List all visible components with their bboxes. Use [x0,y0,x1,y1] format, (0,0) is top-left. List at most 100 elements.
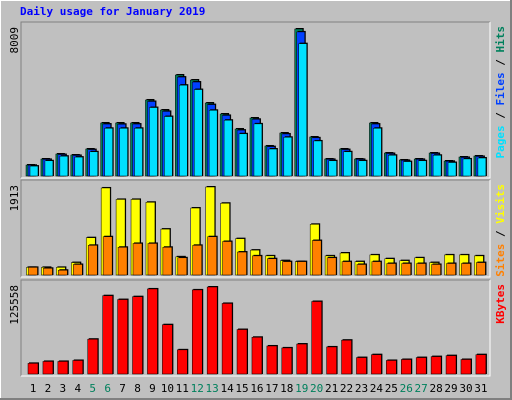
bar [475,354,487,375]
bar [447,162,457,177]
x-tick-label: 14 [220,382,234,395]
x-tick-label: 4 [74,382,81,395]
bar [193,89,203,177]
bar [223,119,233,177]
x-tick-label: 5 [89,382,96,395]
x-tick-label: 11 [176,382,189,395]
legend: Pages / Files / Hits [494,26,507,159]
bar [430,356,442,375]
bar [461,263,471,276]
bar [238,133,248,177]
bar [59,155,69,177]
bar [162,324,173,375]
x-tick-label: 22 [340,382,353,395]
bar [356,264,367,276]
legend-entry: Files [494,72,507,105]
bar [326,346,337,375]
x-tick-label: 18 [280,382,293,395]
bar [282,261,292,276]
bar [236,329,248,375]
x-tick-label: 10 [161,382,174,395]
x-tick-label: 1 [30,382,37,395]
bar [207,236,217,276]
legend: KBytes [494,284,507,324]
legend-separator: / [494,106,507,126]
bar [432,155,442,177]
bar [401,263,411,276]
x-tick-label: 9 [149,382,156,395]
bar [296,261,307,276]
bar [87,245,98,276]
bar [373,128,382,177]
x-tick-label: 27 [415,382,428,395]
bar [192,245,202,276]
bar [104,128,113,177]
bar [341,261,352,276]
bar [89,151,98,177]
legend: Sites / Visits [494,184,507,277]
bar [386,263,397,276]
bar [177,349,188,375]
panel-bevel-light [21,180,491,278]
bar [446,263,456,276]
bar [208,110,218,177]
bar [326,257,337,276]
x-tick-label: 25 [385,382,398,395]
panel-bevel-light [21,280,491,377]
bar [134,128,143,177]
bar [476,262,486,276]
y-tick-label: 8009 [8,27,21,54]
bar [328,160,337,177]
x-tick-label: 28 [429,382,442,395]
panel-bevel-light [21,22,491,179]
bar [386,360,397,375]
bar [147,288,158,375]
x-tick-label: 6 [104,382,111,395]
bar [266,345,278,375]
legend-entry: Visits [494,184,507,224]
bar [371,354,382,375]
bar [298,43,307,177]
bar [44,160,54,177]
bar [296,343,307,375]
bar [102,295,113,375]
bar [371,261,382,276]
bar [57,361,69,375]
y-tick-label: 125558 [8,285,21,325]
x-tick-label: 30 [459,382,472,395]
bar [149,107,158,177]
bar [416,263,426,276]
x-tick-label: 3 [60,382,67,395]
panel-bevel-dark [20,21,490,178]
bar [132,243,143,276]
legend-entry: Hits [494,26,507,53]
bar [281,347,293,375]
bar [28,267,38,276]
bar [417,160,427,177]
x-tick-label: 2 [45,382,52,395]
bar [358,160,367,177]
y-tick-label: 1913 [8,185,21,212]
bar [29,165,39,177]
x-tick-label: 17 [265,382,278,395]
bar [341,339,352,375]
x-tick-label: 20 [310,382,323,395]
bar [117,299,128,375]
x-tick-label: 15 [235,382,248,395]
bar [117,247,128,276]
legend-entry: KBytes [494,284,507,324]
x-tick-label: 21 [325,382,338,395]
bar [251,337,263,375]
bar [177,257,188,276]
bar [462,158,472,177]
bar [191,289,203,375]
bar [74,156,84,177]
bar [403,161,412,177]
bar [221,303,233,375]
panel-bevel-dark [20,179,490,277]
bar [27,363,39,375]
x-tick-label: 19 [295,382,308,395]
bar [313,140,322,177]
